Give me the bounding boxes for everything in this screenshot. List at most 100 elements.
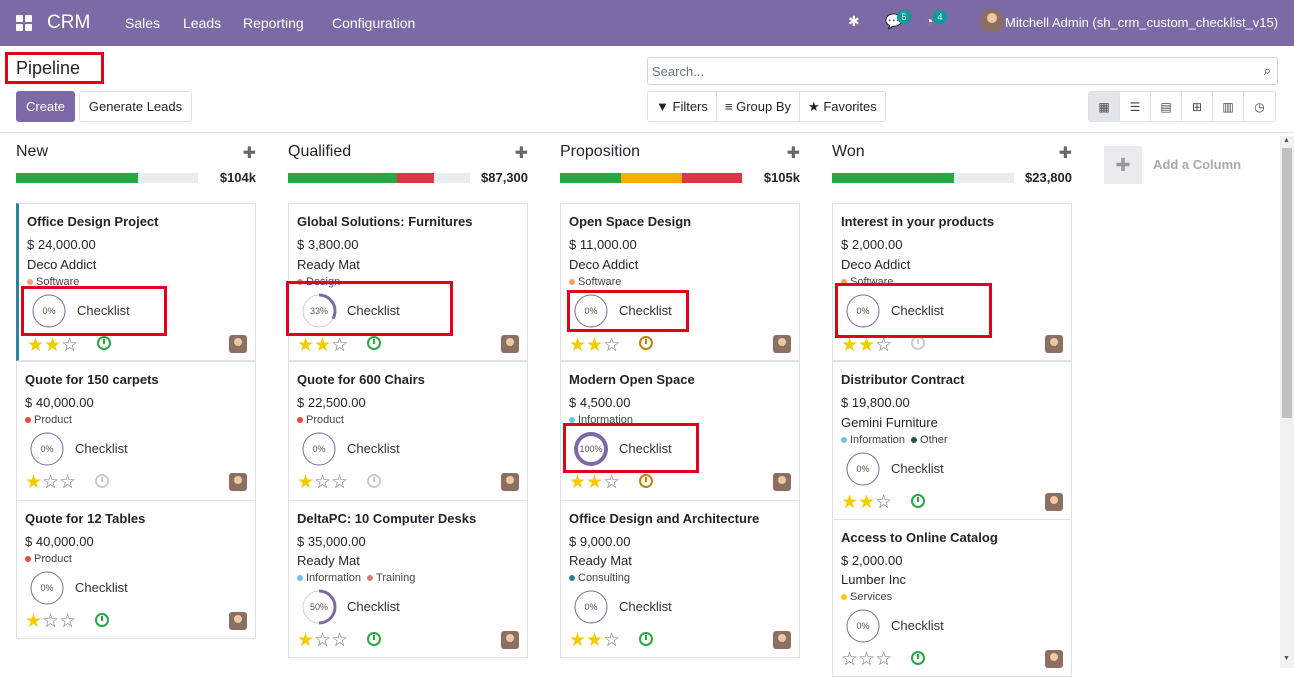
checklist-label[interactable]: Checklist xyxy=(75,441,128,456)
salesperson-avatar xyxy=(501,335,519,353)
salesperson-avatar xyxy=(1045,335,1063,353)
card-amount: $ 2,000.00 xyxy=(841,237,903,252)
activity-clock-icon[interactable] xyxy=(95,474,109,488)
priority-stars[interactable]: ☆☆☆ xyxy=(841,649,893,670)
activity-clock-icon[interactable] xyxy=(367,632,381,646)
column-progress-bar[interactable] xyxy=(288,173,470,183)
groupby-button[interactable]: ≡ Group By xyxy=(717,92,801,121)
view-switcher: ▦ ☰ ▤ ⊞ ▥ ◷ xyxy=(1088,91,1276,122)
kanban-view-icon[interactable]: ▦ xyxy=(1089,92,1120,121)
kanban-card[interactable]: Quote for 12 Tables $ 40,000.00 Product … xyxy=(16,500,256,639)
tag: Training xyxy=(367,572,415,584)
priority-stars[interactable]: ★☆☆ xyxy=(297,630,349,651)
priority-stars[interactable]: ★★☆ xyxy=(27,335,79,356)
kanban-card[interactable]: Quote for 600 Chairs $ 22,500.00 Product… xyxy=(288,361,528,501)
priority-stars[interactable]: ★★☆ xyxy=(569,630,621,651)
checklist-label[interactable]: Checklist xyxy=(891,618,944,633)
kanban-card[interactable]: Interest in your products $ 2,000.00 Dec… xyxy=(832,203,1072,361)
activity-view-icon[interactable]: ◷ xyxy=(1254,99,1265,114)
menu-sales[interactable]: Sales xyxy=(125,15,161,31)
priority-stars[interactable]: ★★☆ xyxy=(841,492,893,513)
activity-clock-icon[interactable]: ◔ xyxy=(925,13,934,29)
scroll-up-arrow-icon[interactable]: ▲ xyxy=(1283,137,1290,144)
scroll-down-arrow-icon[interactable]: ▼ xyxy=(1283,655,1290,662)
list-view-icon[interactable]: ☰ xyxy=(1120,92,1151,121)
progress-segment-orange[interactable] xyxy=(621,173,682,183)
progress-segment-green[interactable] xyxy=(560,173,621,183)
priority-stars[interactable]: ★★☆ xyxy=(569,335,621,356)
card-amount: $ 35,000.00 xyxy=(297,534,366,549)
activity-clock-icon[interactable] xyxy=(911,651,925,665)
quick-create-plus-icon[interactable]: ✚ xyxy=(242,145,256,162)
activity-clock-icon[interactable] xyxy=(95,613,109,627)
add-column-label[interactable]: Add a Column xyxy=(1153,157,1242,172)
kanban-card[interactable]: Open Space Design $ 11,000.00 Deco Addic… xyxy=(560,203,800,361)
user-avatar[interactable] xyxy=(980,9,1004,33)
menu-configuration[interactable]: Configuration xyxy=(332,15,416,31)
progress-segment-red[interactable] xyxy=(682,173,742,183)
checklist-label[interactable]: Checklist xyxy=(347,303,400,318)
kanban-card[interactable]: DeltaPC: 10 Computer Desks $ 35,000.00 R… xyxy=(288,500,528,658)
kanban-card[interactable]: Office Design Project $ 24,000.00 Deco A… xyxy=(16,203,256,361)
kanban-card[interactable]: Office Design and Architecture $ 9,000.0… xyxy=(560,500,800,658)
checklist-label[interactable]: Checklist xyxy=(75,580,128,595)
priority-stars[interactable]: ★★☆ xyxy=(569,472,621,493)
filters-button[interactable]: ▼ Filters xyxy=(648,92,717,121)
priority-stars[interactable]: ★★☆ xyxy=(297,335,349,356)
column-progress-bar[interactable] xyxy=(832,173,1014,183)
menu-leads[interactable]: Leads xyxy=(183,15,222,31)
checklist-label[interactable]: Checklist xyxy=(619,303,672,318)
quick-create-plus-icon[interactable]: ✚ xyxy=(514,145,528,162)
quick-create-plus-icon[interactable]: ✚ xyxy=(786,145,800,162)
tag: Software xyxy=(569,276,621,288)
menu-reporting[interactable]: Reporting xyxy=(243,15,304,31)
activity-clock-icon[interactable] xyxy=(639,336,653,350)
activity-clock-icon[interactable] xyxy=(911,494,925,508)
scrollbar-thumb[interactable] xyxy=(1282,148,1292,418)
generate-leads-button[interactable]: Generate Leads xyxy=(79,91,192,122)
activity-clock-icon[interactable] xyxy=(639,632,653,646)
favorites-button[interactable]: ★ Favorites xyxy=(800,92,885,121)
add-column-plus-icon[interactable]: ✚ xyxy=(1104,146,1142,184)
checklist-label[interactable]: Checklist xyxy=(347,599,400,614)
checklist-label[interactable]: Checklist xyxy=(891,461,944,476)
checklist-label[interactable]: Checklist xyxy=(891,303,944,318)
progress-segment-green[interactable] xyxy=(288,173,397,183)
priority-stars[interactable]: ★☆☆ xyxy=(25,472,77,493)
activity-clock-icon[interactable] xyxy=(367,336,381,350)
activity-clock-icon[interactable] xyxy=(367,474,381,488)
kanban-card[interactable]: Distributor Contract $ 19,800.00 Gemini … xyxy=(832,361,1072,520)
search-icon[interactable]: ⌕ xyxy=(1263,63,1271,78)
app-brand[interactable]: CRM xyxy=(47,12,91,33)
calendar-view-icon[interactable]: ▤ xyxy=(1151,92,1182,121)
activity-clock-icon[interactable] xyxy=(97,336,111,350)
pivot-view-icon[interactable]: ⊞ xyxy=(1182,92,1213,121)
bug-icon[interactable]: ✱ xyxy=(848,13,860,29)
kanban-card[interactable]: Modern Open Space $ 4,500.00 Information… xyxy=(560,361,800,501)
checklist-label[interactable]: Checklist xyxy=(347,441,400,456)
column-progress-bar[interactable] xyxy=(16,173,198,183)
priority-stars[interactable]: ★☆☆ xyxy=(25,611,77,632)
progress-segment-green[interactable] xyxy=(832,173,954,183)
apps-menu-icon[interactable] xyxy=(16,15,32,31)
progress-segment-green[interactable] xyxy=(16,173,138,183)
priority-stars[interactable]: ★★☆ xyxy=(841,335,893,356)
graph-view-icon[interactable]: ▥ xyxy=(1213,92,1244,121)
kanban-card[interactable]: Quote for 150 carpets $ 40,000.00 Produc… xyxy=(16,361,256,501)
kanban-card[interactable]: Access to Online Catalog $ 2,000.00 Lumb… xyxy=(832,519,1072,677)
progress-segment-red[interactable] xyxy=(397,173,434,183)
user-menu[interactable]: Mitchell Admin (sh_crm_custom_checklist_… xyxy=(1005,15,1279,30)
checklist-label[interactable]: Checklist xyxy=(77,303,130,318)
checklist-label[interactable]: Checklist xyxy=(619,441,672,456)
card-amount: $ 19,800.00 xyxy=(841,395,910,410)
checklist-label[interactable]: Checklist xyxy=(619,599,672,614)
activity-clock-icon[interactable] xyxy=(911,336,925,350)
card-name: Interest in your products xyxy=(841,214,995,229)
activity-clock-icon[interactable] xyxy=(639,474,653,488)
create-button[interactable]: Create xyxy=(16,91,75,122)
search-input[interactable] xyxy=(652,62,1242,80)
salesperson-avatar xyxy=(501,473,519,491)
priority-stars[interactable]: ★☆☆ xyxy=(297,472,349,493)
column-progress-bar[interactable] xyxy=(560,173,742,183)
quick-create-plus-icon[interactable]: ✚ xyxy=(1058,145,1072,162)
